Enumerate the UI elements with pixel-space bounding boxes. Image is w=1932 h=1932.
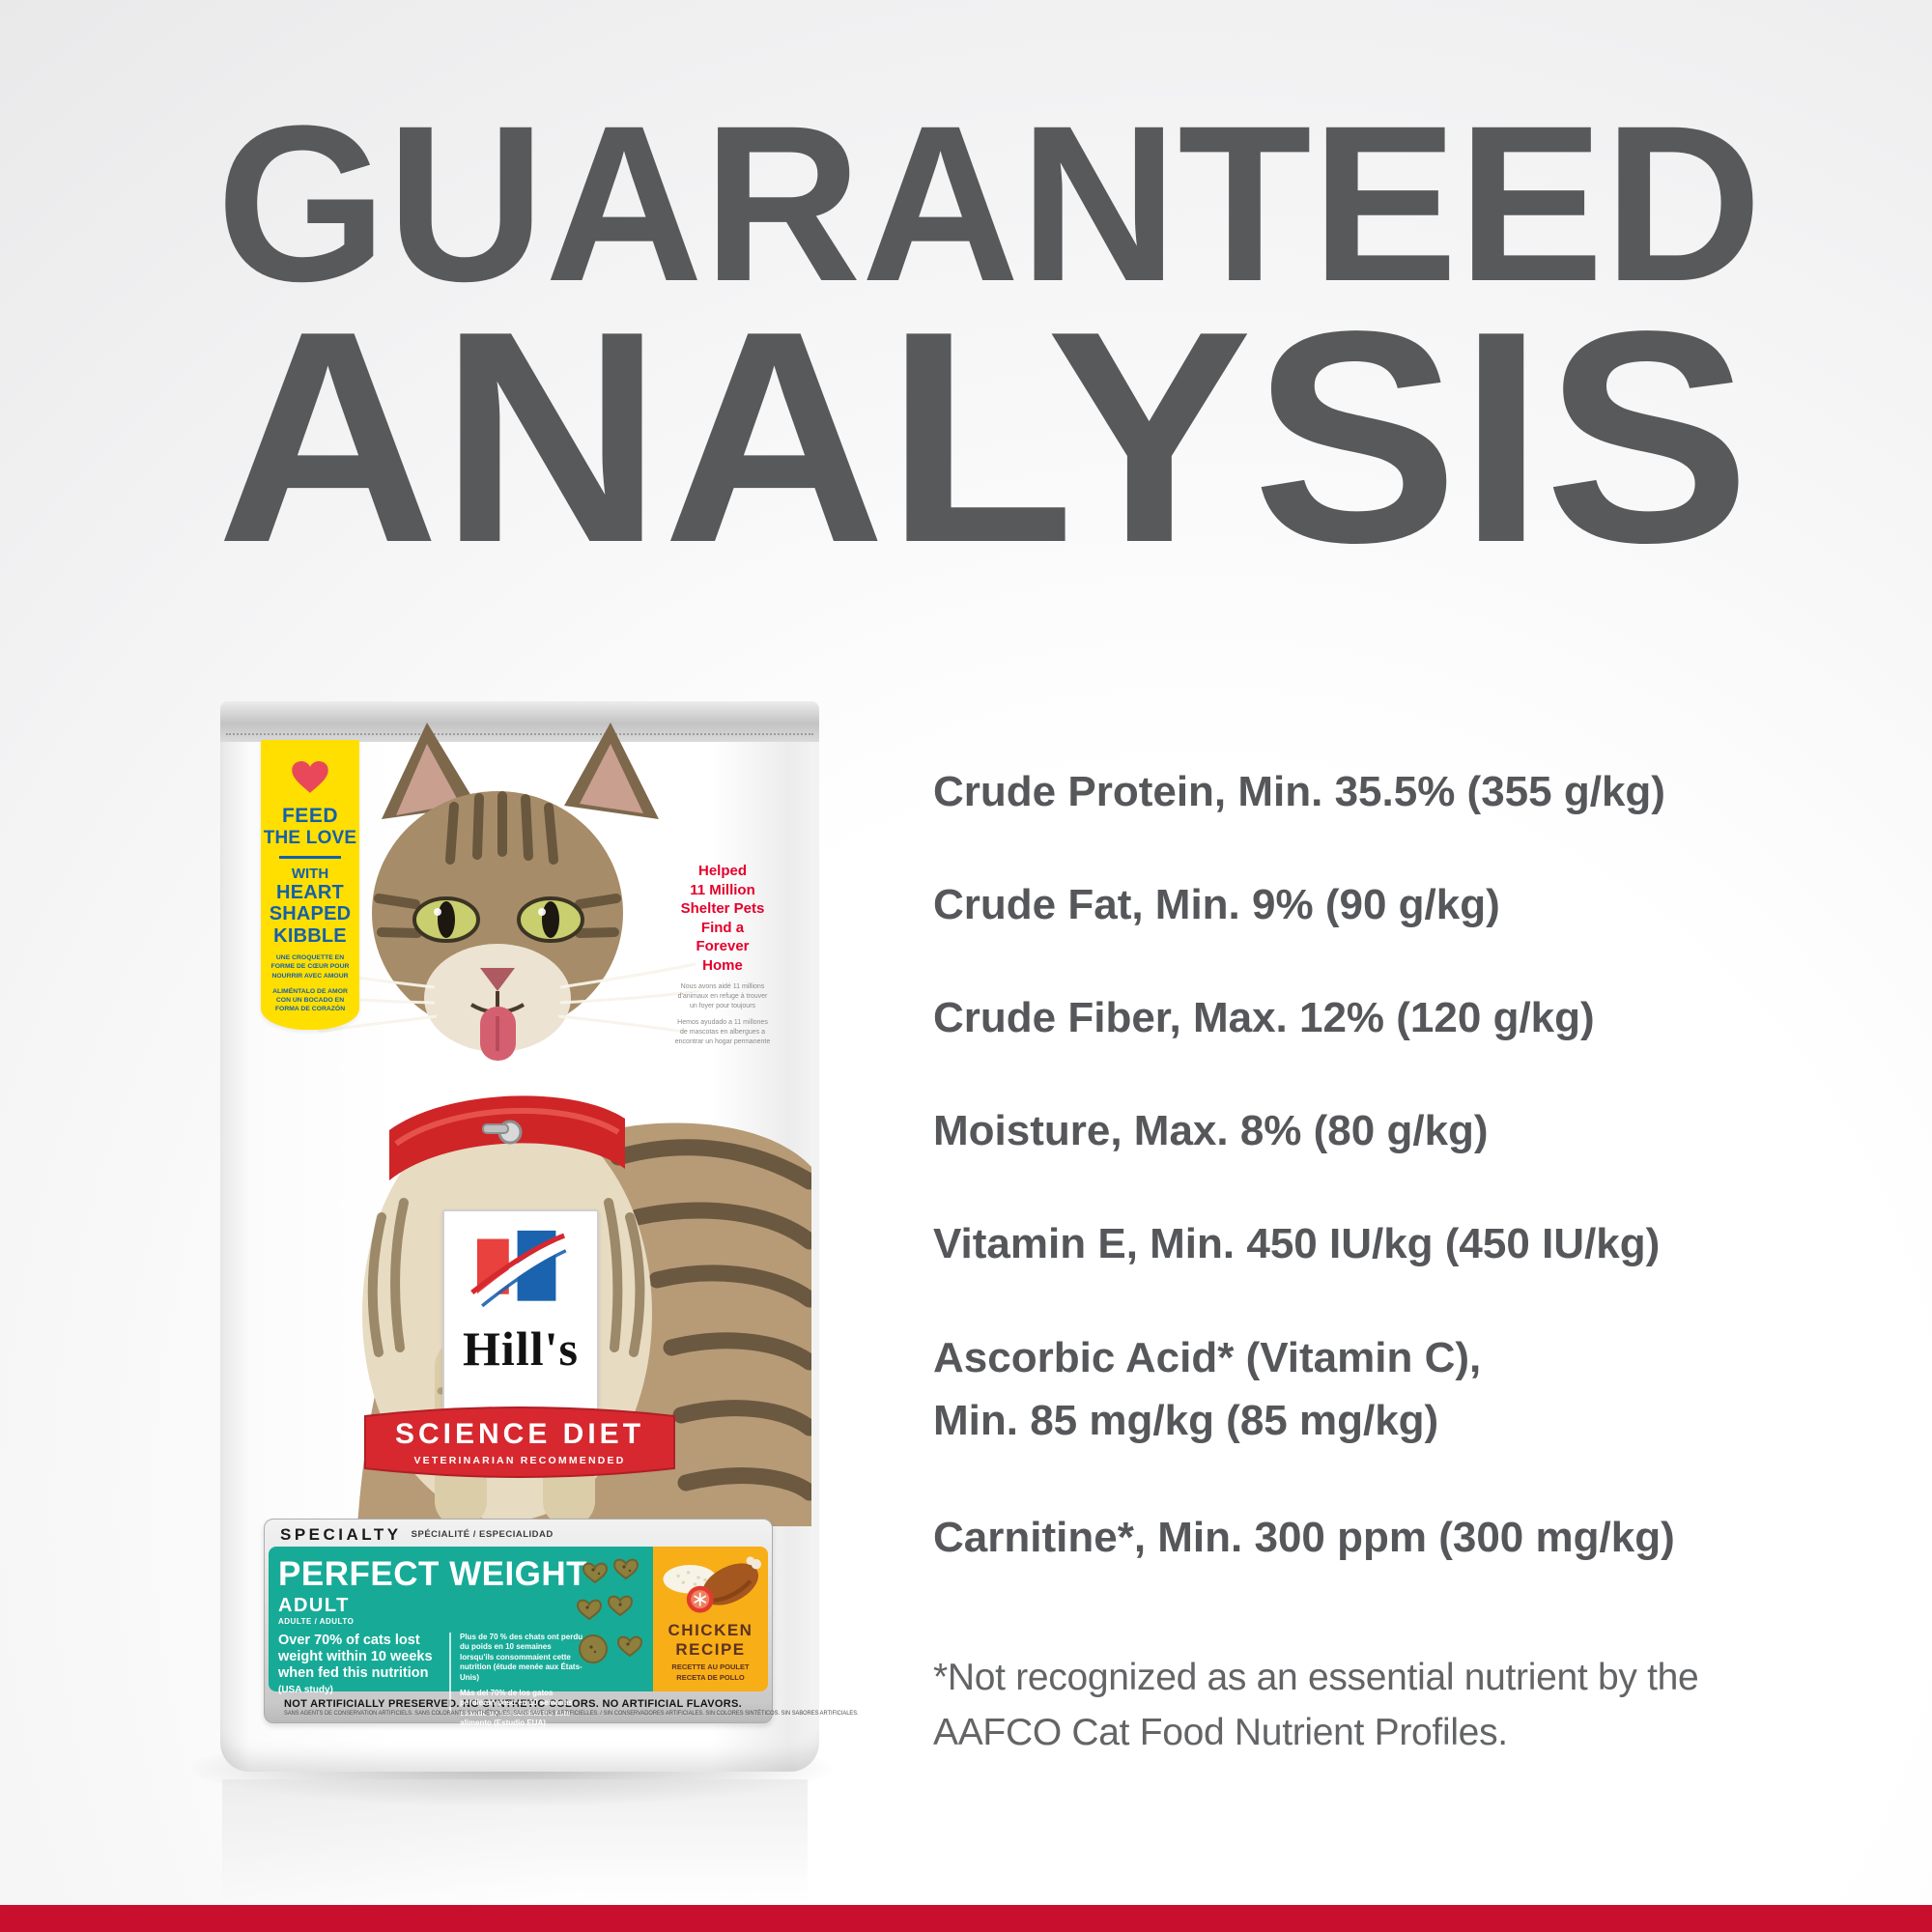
- perfect-weight-section: PERFECT WEIGHT ADULT ADULTE / ADULTO Ove…: [269, 1547, 653, 1727]
- life-stage: ADULT: [278, 1595, 350, 1616]
- feed-the-love-banner: FEED THE LOVE WITH HEART SHAPED KIBBLE U…: [261, 740, 359, 1030]
- brand-red-bar: [0, 1905, 1932, 1932]
- hills-logo: Hill's: [442, 1209, 599, 1412]
- science-diet-ribbon: SCIENCE DIET VETERINARIAN RECOMMENDED: [361, 1397, 678, 1488]
- headline-line1: GUARANTEED: [216, 97, 1762, 327]
- shelter-message-es: Hemos ayudado a 11 millones de mascotas …: [674, 1019, 771, 1045]
- nutrient-ascorbic-acid: Ascorbic Acid* (Vitamin C), Min. 85 mg/k…: [933, 1334, 1482, 1444]
- bag-top-seal: [220, 701, 819, 742]
- no-artificial-claim-en: NOT ARTIFICIALLY PRESERVED. NO SYNTHETIC…: [284, 1697, 742, 1710]
- weight-claim-fr: Plus de 70 % des chats ont perdu du poid…: [460, 1633, 583, 1682]
- science-diet-label: SCIENCE DIET: [394, 1418, 645, 1450]
- recipe-name-line1: CHICKEN: [668, 1621, 753, 1639]
- shelter-message-en: Helped 11 Million Shelter Pets Find a Fo…: [680, 863, 765, 974]
- nutrient-crude-fat: Crude Fat, Min. 9% (90 g/kg): [933, 881, 1500, 928]
- shelter-message-fr: Nous avons aidé 11 millions d'animaux en…: [677, 983, 768, 1009]
- nutrient-crude-fiber: Crude Fiber, Max. 12% (120 g/kg): [933, 994, 1595, 1041]
- hills-h-mark-icon: [470, 1230, 568, 1308]
- nutrient-moisture: Moisture, Max. 8% (80 g/kg): [933, 1107, 1489, 1154]
- specialty-label-fr-es: SPÉCIALITÉ / ESPECIALIDAD: [411, 1529, 554, 1540]
- hills-wordmark: Hill's: [463, 1321, 579, 1376]
- banner-heart: HEART: [276, 882, 344, 903]
- specialty-label: SPECIALTY: [280, 1524, 402, 1544]
- bag-reflection: [222, 1779, 808, 1905]
- ribbon-shape: [364, 1406, 675, 1478]
- seal-perforation: [226, 733, 813, 735]
- nutrient-carnitine: Carnitine*, Min. 300 ppm (300 mg/kg): [933, 1514, 1675, 1561]
- kibble-icon: [576, 1558, 643, 1663]
- banner-shaped: SHAPED: [269, 903, 352, 925]
- chicken-dish-icon: [663, 1556, 761, 1613]
- panel-header: SPECIALTY SPÉCIALITÉ / ESPECIALIDAD: [269, 1522, 768, 1547]
- claim-divider: [449, 1633, 451, 1714]
- weight-claim-en: Over 70% of cats lost weight within 10 w…: [278, 1633, 433, 1682]
- aafco-footnote: *Not recognized as an essential nutrient…: [933, 1657, 1699, 1754]
- life-stage-fr-es: ADULTE / ADULTO: [278, 1617, 355, 1626]
- banner-feed: FEED: [281, 805, 338, 827]
- banner-divider: [279, 856, 341, 859]
- cat-head: [302, 723, 700, 1061]
- no-artificial-claim-fr-es: SANS AGENTS DE CONSERVATION ARTIFICIELS.…: [284, 1709, 859, 1717]
- recipe-name-fr: RECETTE AU POULET: [671, 1662, 750, 1672]
- recipe-name-es: RECETA DE POLLO: [676, 1673, 745, 1683]
- banner-text-fr: UNE CROQUETTE EN FORME DE CŒUR POUR NOUR…: [270, 954, 350, 980]
- vet-recommended-label: VETERINARIAN RECOMMENDED: [413, 1455, 626, 1466]
- shelter-message: Helped 11 Million Shelter Pets Find a Fo…: [674, 862, 771, 1047]
- nutrient-crude-protein: Crude Protein, Min. 35.5% (355 g/kg): [933, 768, 1665, 815]
- panel-footer: NOT ARTIFICIALLY PRESERVED. NO SYNTHETIC…: [269, 1691, 859, 1722]
- banner-with: WITH: [291, 866, 329, 882]
- recipe-name-line2: RECIPE: [675, 1639, 746, 1659]
- nutrient-vitamin-e: Vitamin E, Min. 450 IU/kg (450 IU/kg): [933, 1220, 1661, 1267]
- specialty-panel: SPECIALTY SPÉCIALITÉ / ESPECIALIDAD PERF…: [264, 1519, 859, 1727]
- banner-text-es: ALIMÉNTALO DE AMOR CON UN BOCADO EN FORM…: [272, 987, 348, 1013]
- heart-icon: [292, 761, 328, 793]
- product-name: PERFECT WEIGHT: [278, 1555, 588, 1593]
- headline: GUARANTEED ANALYSIS: [216, 97, 1762, 580]
- banner-kibble: KIBBLE: [273, 924, 347, 947]
- banner-the-love: THE LOVE: [263, 828, 357, 848]
- headline-line2: ANALYSIS: [216, 270, 1750, 580]
- chicken-recipe-section: CHICKEN RECIPE RECETTE AU POULET RECETA …: [653, 1547, 768, 1691]
- weight-claim-es: Más del 70% de los gatos perdieron peso …: [460, 1688, 573, 1728]
- weight-claim-source: (USA study): [278, 1685, 333, 1696]
